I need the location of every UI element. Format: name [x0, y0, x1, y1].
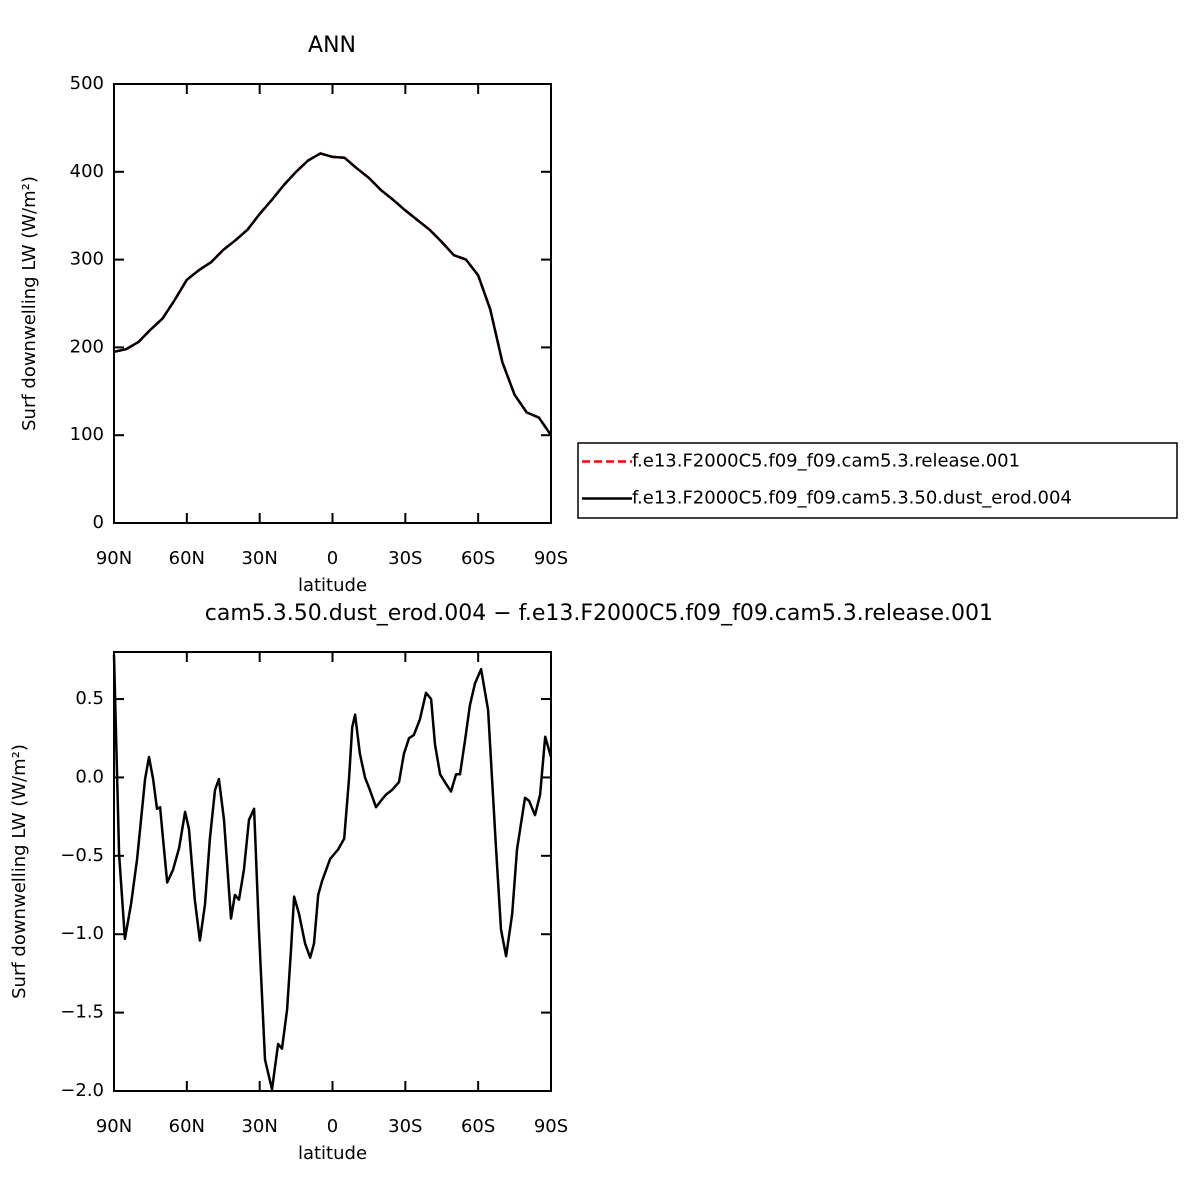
- x-tick-label: 0: [327, 1116, 338, 1137]
- x-axis-label: latitude: [298, 575, 367, 596]
- y-tick-label: −1.0: [60, 923, 104, 944]
- legend-label: f.e13.F2000C5.f09_f09.cam5.3.50.dust_ero…: [632, 488, 1072, 509]
- x-tick-label: 90N: [96, 548, 132, 569]
- y-tick-label: −0.5: [60, 845, 104, 866]
- y-tick-label: 200: [70, 336, 104, 357]
- plot-frame: [113, 83, 552, 524]
- x-tick-label: 90S: [534, 1116, 568, 1137]
- x-tick-label: 90N: [96, 1116, 132, 1137]
- x-tick-label: 0: [327, 548, 338, 569]
- x-tick-label: 90S: [534, 548, 568, 569]
- y-tick-label: 300: [70, 249, 104, 270]
- x-tick-label: 30S: [388, 548, 422, 569]
- x-tick-label: 60S: [461, 548, 495, 569]
- plot-frame: [113, 651, 552, 1092]
- y-tick-label: 0.5: [75, 688, 104, 709]
- data-line: [113, 152, 553, 436]
- y-axis-label: Surf downwelling LW (W/m²): [19, 176, 40, 431]
- y-tick-label: 400: [70, 161, 104, 182]
- y-tick-label: −1.5: [60, 1002, 104, 1023]
- chart-title: cam5.3.50.dust_erod.004 − f.e13.F2000C5.…: [205, 601, 993, 626]
- y-tick-label: 0.0: [75, 766, 104, 787]
- data-line: [112, 655, 553, 1091]
- x-axis-label: latitude: [298, 1143, 367, 1164]
- y-axis-label: Surf downwelling LW (W/m²): [9, 744, 30, 999]
- y-tick-label: 0: [93, 512, 104, 533]
- x-tick-label: 60N: [169, 1116, 205, 1137]
- x-tick-label: 30N: [241, 548, 277, 569]
- y-tick-label: 500: [70, 73, 104, 94]
- x-tick-label: 60N: [169, 548, 205, 569]
- x-tick-label: 30S: [388, 1116, 422, 1137]
- x-tick-label: 30N: [241, 1116, 277, 1137]
- y-tick-label: −2.0: [60, 1080, 104, 1101]
- legend-box: [577, 442, 1178, 519]
- chart-title: ANN: [308, 33, 356, 58]
- legend-label: f.e13.F2000C5.f09_f09.cam5.3.release.001: [632, 451, 1020, 472]
- y-tick-label: 100: [70, 424, 104, 445]
- x-tick-label: 60S: [461, 1116, 495, 1137]
